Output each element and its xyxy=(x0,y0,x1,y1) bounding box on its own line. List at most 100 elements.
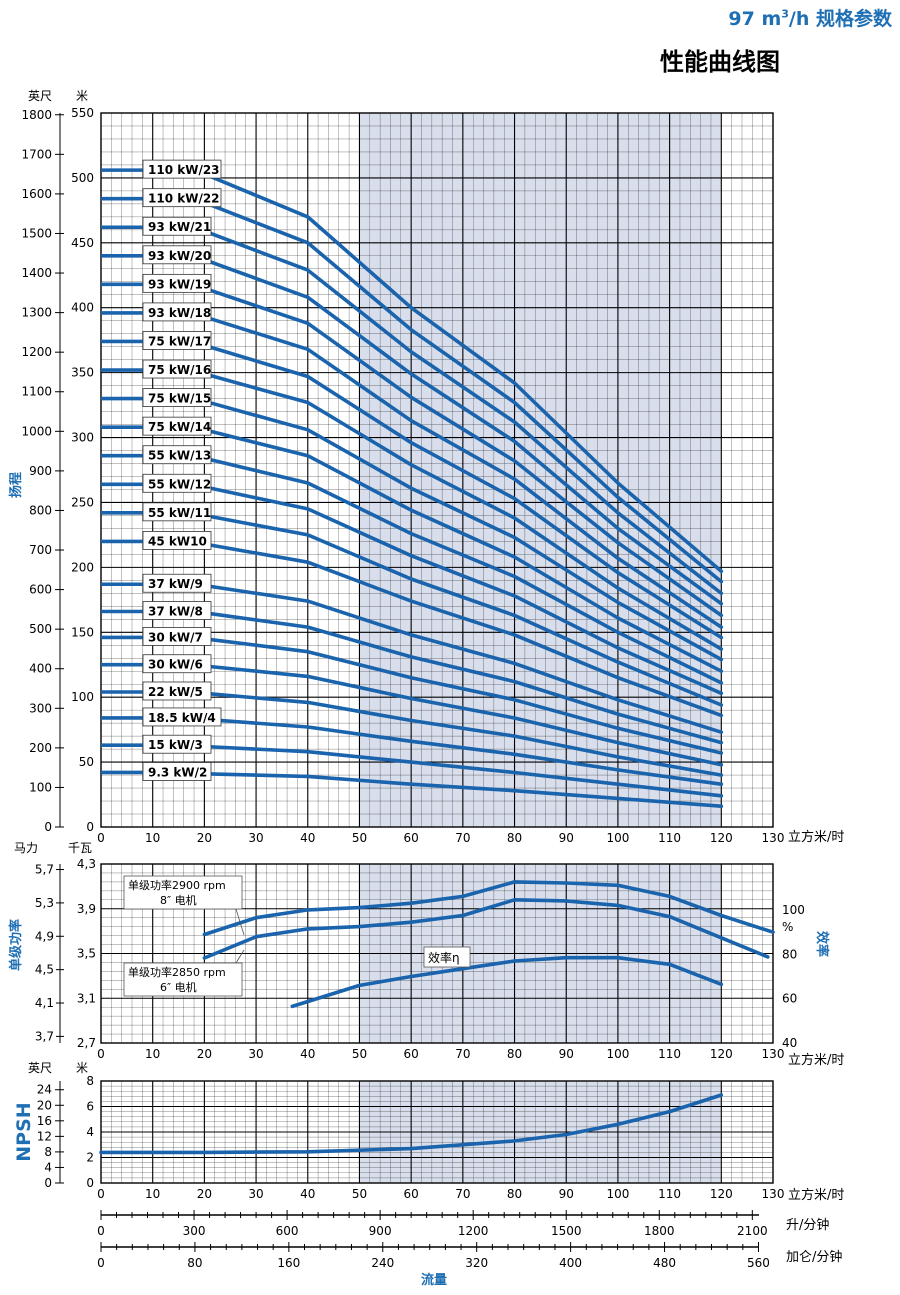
power-ylabel: 单级功率 xyxy=(8,919,24,971)
head-y-tick-m: 300 xyxy=(71,431,94,445)
head-curve-label: 110 kW/22 xyxy=(148,192,220,206)
gpm-scale-tick-label: 240 xyxy=(371,1256,394,1270)
power-x-tick: 60 xyxy=(404,1047,419,1061)
head-y-tick-m: 250 xyxy=(71,495,94,509)
npsh-y-tick-m: 0 xyxy=(86,1176,94,1190)
head-y-tick-m: 150 xyxy=(71,625,94,639)
head-curve-label: 18.5 kW/4 xyxy=(148,711,216,725)
head-curve-label: 75 kW/15 xyxy=(148,392,211,406)
head-frame xyxy=(100,112,774,828)
head-x-tick: 100 xyxy=(606,831,629,845)
head-y-tick-ft: 1000 xyxy=(21,424,52,438)
spec-prefix: 97 m xyxy=(728,8,782,30)
head-curve-label-box xyxy=(142,707,222,727)
head-y-tick-ft: 0 xyxy=(44,820,52,834)
head-y-tick-m: 0 xyxy=(86,820,94,834)
power-unit-kw: 千瓦 xyxy=(68,841,92,855)
head-y-tick-ft: 900 xyxy=(29,464,52,478)
gpm-scale-tick-label: 80 xyxy=(187,1256,202,1270)
eff-y-tick: 100 xyxy=(782,903,805,917)
annot-6in-rpm: 单级功率2850 rpm xyxy=(128,965,226,979)
power-x-tick: 100 xyxy=(606,1047,629,1061)
head-ylabel: 扬程 xyxy=(8,472,24,498)
head-curve-55 kW/12 xyxy=(202,485,724,696)
gpm-scale-tick-label: 160 xyxy=(277,1256,300,1270)
power-x-tick: 110 xyxy=(658,1047,681,1061)
head-x-tick: 60 xyxy=(404,831,419,845)
annot-8in-rpm: 单级功率2900 rpm xyxy=(128,878,226,892)
npsh-y-tick-ft: 8 xyxy=(44,1145,52,1159)
annot-box-6in xyxy=(123,962,243,997)
head-curve-label: 93 kW/19 xyxy=(148,277,211,291)
head-x-tick: 40 xyxy=(300,831,315,845)
head-y-tick-ft: 500 xyxy=(29,622,52,636)
lpm-scale-tick-label: 1800 xyxy=(644,1224,675,1238)
head-curve-label: 93 kW/21 xyxy=(148,220,211,234)
lpm-scale-tick-label: 1200 xyxy=(458,1224,489,1238)
eff-y-tick: 80 xyxy=(782,947,797,961)
head-curve-55 kW/11 xyxy=(202,513,724,707)
head-curve-30 kW/7 xyxy=(202,637,724,755)
head-y-tick-m: 400 xyxy=(71,301,94,315)
head-y-tick-ft: 1600 xyxy=(21,187,52,201)
power-y-tick-hp: 3,7 xyxy=(35,1029,54,1043)
power-x-tick: 10 xyxy=(145,1047,160,1061)
lpm-scale-tick-label: 900 xyxy=(369,1224,392,1238)
head-y-tick-ft: 1500 xyxy=(21,226,52,240)
power-y-tick-hp: 5,7 xyxy=(35,863,54,877)
lpm-scale-tick-label: 300 xyxy=(183,1224,206,1238)
power-unit-hp: 马力 xyxy=(14,841,38,855)
npsh-x-tick: 0 xyxy=(97,1187,105,1201)
head-curve-label: 75 kW/16 xyxy=(148,363,211,377)
head-curve-label-box xyxy=(142,502,212,522)
eff-y-tick: 40 xyxy=(782,1036,797,1050)
npsh-x-tick: 10 xyxy=(145,1187,160,1201)
head-y-tick-ft: 100 xyxy=(29,780,52,794)
npsh-x-tick: 100 xyxy=(606,1187,629,1201)
head-x-tick: 130 xyxy=(762,831,785,845)
head-y-tick-ft: 300 xyxy=(29,701,52,715)
head-curve-label-box xyxy=(142,416,212,436)
head-curve-75 kW/15 xyxy=(202,399,724,662)
head-curve-label-box xyxy=(142,681,212,701)
gpm-scale-tick-label: 480 xyxy=(653,1256,676,1270)
annot-leader-6in xyxy=(235,949,245,964)
head-y-tick-ft: 1200 xyxy=(21,345,52,359)
head-y-tick-ft: 600 xyxy=(29,583,52,597)
head-y-tick-m: 200 xyxy=(71,560,94,574)
head-curve-label-box xyxy=(142,273,212,293)
power-xlabel: 立方米/时 xyxy=(788,1052,844,1068)
head-curve-45 kW10 xyxy=(202,542,724,718)
head-curve-label: 9.3 kW/2 xyxy=(148,765,207,779)
head-curve-93 kW/20 xyxy=(202,257,724,606)
power-curve-8in xyxy=(202,880,775,937)
power-x-tick: 90 xyxy=(559,1047,574,1061)
head-x-tick: 50 xyxy=(352,831,367,845)
annot-efficiency: 效率η xyxy=(428,950,460,965)
power-y-tick-hp: 4,9 xyxy=(35,929,54,943)
annot-box-8in xyxy=(123,875,243,910)
head-curve-110 kW/22 xyxy=(202,200,724,584)
gpm-scale-tick-label: 0 xyxy=(97,1256,105,1270)
head-y-tick-ft: 800 xyxy=(29,503,52,517)
eff-unit: % xyxy=(782,920,793,934)
npsh-unit-m: 米 xyxy=(76,1061,88,1075)
head-y-tick-ft: 1100 xyxy=(21,385,52,399)
npsh-ylabel: NPSH xyxy=(13,1102,35,1161)
head-curve-label: 45 kW10 xyxy=(148,534,207,548)
head-curve-label: 30 kW/7 xyxy=(148,630,203,644)
npsh-unit-ft: 英尺 xyxy=(28,1061,52,1075)
head-x-tick: 80 xyxy=(507,831,522,845)
head-curve-label: 93 kW/20 xyxy=(148,249,211,263)
head-curve-label-box xyxy=(142,359,212,379)
npsh-x-tick: 70 xyxy=(455,1187,470,1201)
lpm-scale-tick-label: 1500 xyxy=(551,1224,582,1238)
eff-ylabel: 效率 xyxy=(814,931,830,957)
head-curve-label: 75 kW/14 xyxy=(148,420,211,434)
head-x-tick: 70 xyxy=(455,831,470,845)
npsh-y-tick-m: 8 xyxy=(86,1074,94,1088)
head-curve-label: 93 kW/18 xyxy=(148,306,211,320)
head-x-tick: 10 xyxy=(145,831,160,845)
power-x-tick: 120 xyxy=(710,1047,733,1061)
head-y-tick-m: 100 xyxy=(71,690,94,704)
